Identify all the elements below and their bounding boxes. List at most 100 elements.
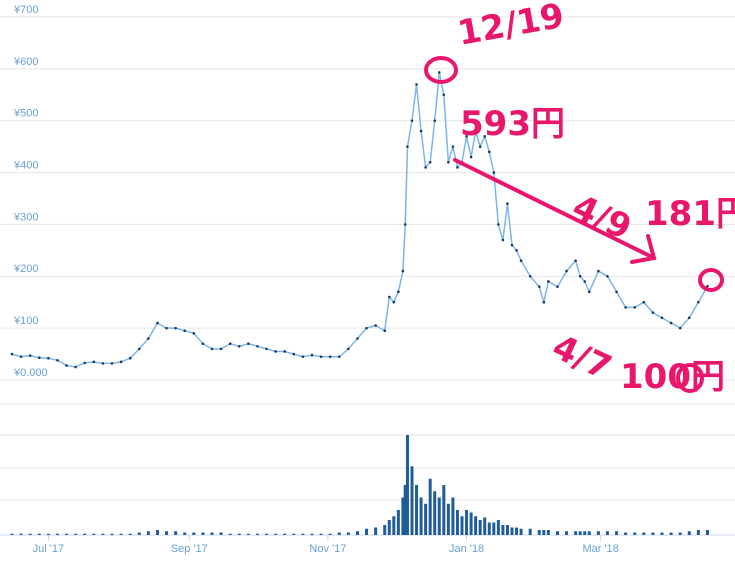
price-point <box>515 249 518 252</box>
price-point <box>597 269 600 273</box>
volume-bar <box>405 435 409 535</box>
price-point <box>356 337 359 340</box>
volume-bar <box>292 533 296 535</box>
price-point <box>519 259 523 263</box>
volume-bar <box>392 516 396 535</box>
volume-bar <box>346 532 350 535</box>
volume-bar <box>615 531 619 535</box>
volume-bar <box>265 533 269 535</box>
volume-bar <box>605 531 609 535</box>
volume-bar <box>437 497 441 535</box>
price-point <box>183 329 187 333</box>
x-tick-label: Nov '17 <box>309 543 346 555</box>
price-point <box>487 150 491 154</box>
price-point <box>119 360 123 364</box>
annotation-circle <box>676 363 704 393</box>
volume-bar <box>596 531 600 535</box>
price-point <box>328 355 332 358</box>
price-point <box>542 300 546 304</box>
annotation: 593円 <box>460 104 565 144</box>
price-point <box>578 274 582 278</box>
volume-bar <box>55 533 59 535</box>
price-point <box>451 145 455 148</box>
price-point <box>165 326 168 330</box>
annotation: 4/7 <box>546 327 617 388</box>
price-point <box>156 321 159 325</box>
x-tick-label: Jul '17 <box>33 543 64 555</box>
volume-bar <box>355 531 359 535</box>
volume-bar <box>696 530 700 535</box>
volume-bar <box>237 533 241 535</box>
price-point <box>537 285 541 288</box>
volume-bar <box>255 533 259 535</box>
y-tick-label: ¥0.000 <box>13 367 48 379</box>
price-line <box>11 72 709 368</box>
volume-bar <box>705 530 709 535</box>
volume-bar <box>478 520 482 535</box>
volume-bar <box>396 510 400 535</box>
volume-bar <box>483 517 487 535</box>
volume-bar <box>403 485 407 535</box>
price-point <box>301 355 305 358</box>
price-point <box>660 316 664 320</box>
price-point <box>424 166 427 169</box>
annotation: 4/9 <box>566 187 637 248</box>
annotation-shapes <box>424 56 724 393</box>
volume-bar <box>528 528 532 535</box>
volume-bar <box>501 525 505 535</box>
volume-bar <box>651 532 655 535</box>
price-point <box>678 326 682 330</box>
volume-bar <box>415 485 419 535</box>
price-point <box>437 71 441 74</box>
price-point <box>147 337 150 340</box>
price-point <box>587 290 591 294</box>
volume-bar <box>301 533 305 535</box>
price-point <box>583 280 587 283</box>
volume-bar <box>460 516 464 535</box>
price-point <box>401 269 405 273</box>
price-point <box>528 274 532 278</box>
annotation: 12/19 <box>455 0 567 54</box>
volume-bar <box>310 533 314 535</box>
y-tick-label: ¥700 <box>13 4 38 16</box>
volume-bar <box>83 533 87 535</box>
volume-bar <box>419 497 423 535</box>
annotation: 181円 <box>645 194 735 234</box>
price-point <box>433 119 437 123</box>
price-point <box>456 166 459 169</box>
volume-bar <box>228 533 232 535</box>
volume-bar <box>587 531 591 535</box>
price-point <box>347 347 350 351</box>
volume-bar <box>496 520 500 535</box>
price-point <box>174 326 177 330</box>
price-point <box>28 354 32 357</box>
price-point <box>256 344 259 348</box>
price-point <box>547 280 550 283</box>
price-point <box>615 290 618 294</box>
volume-bar <box>119 533 123 535</box>
price-point <box>19 355 23 358</box>
volume-bar <box>542 530 546 535</box>
price-point <box>265 347 268 351</box>
y-tick-label: ¥600 <box>13 56 38 68</box>
price-point <box>237 344 241 348</box>
price-point <box>687 316 691 320</box>
price-point <box>406 145 409 148</box>
price-point <box>137 347 141 351</box>
price-point <box>606 274 609 278</box>
volume-bar <box>283 533 287 535</box>
volume-bar <box>183 532 187 535</box>
price-point <box>310 353 314 357</box>
price-point <box>210 347 214 351</box>
price-point <box>274 350 277 353</box>
volume-bar <box>110 533 114 535</box>
volume-bar <box>537 530 541 535</box>
volume-bar <box>424 503 428 535</box>
price-point <box>247 342 250 346</box>
volume-bar <box>678 532 682 535</box>
volume-bar <box>505 525 509 535</box>
price-point <box>397 290 400 294</box>
price-point <box>506 202 509 205</box>
price-point <box>228 342 232 346</box>
